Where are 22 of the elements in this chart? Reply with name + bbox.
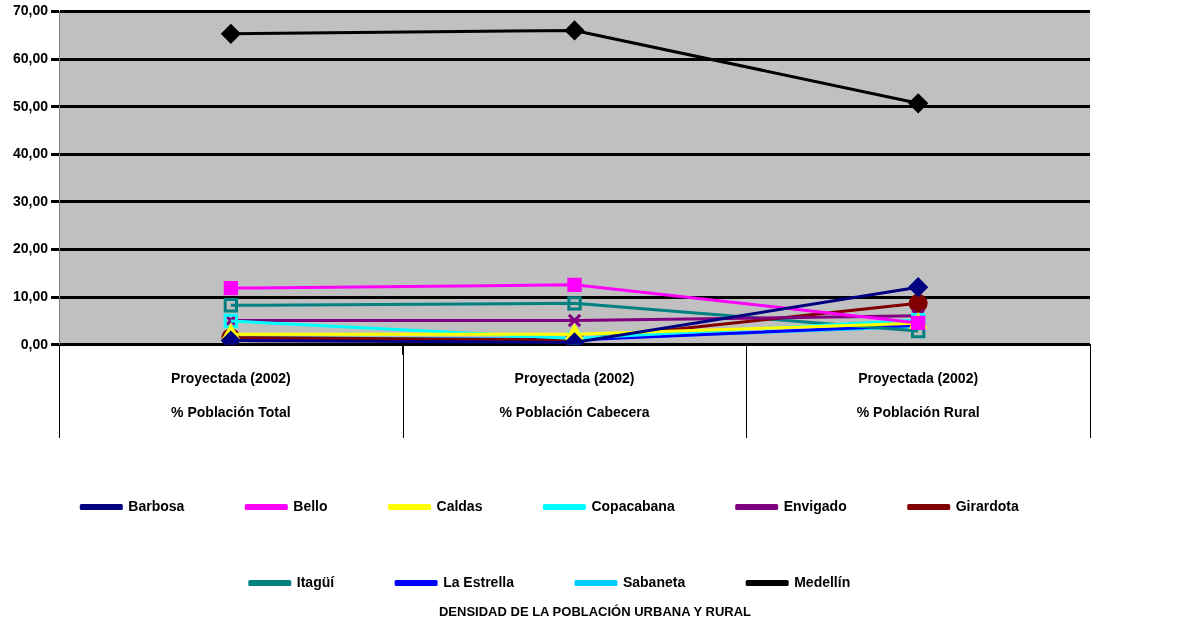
legend-label: Girardota [955,497,1019,514]
category-label: Proyectada (2002) % Población Cabecera [499,370,650,421]
text: DENSIDAD DE LA POBLACIÓN URBANA Y RURAL [438,604,752,619]
legend-label: La Estrella [443,573,515,590]
legend-label: Caldas [436,497,483,514]
y-tick-label: 60,00 [12,49,49,66]
legend-label: Bello [293,497,328,514]
y-tick-label: 20,00 [12,240,49,257]
legend-label: Sabaneta [622,573,686,590]
y-tick-label: 40,00 [12,145,49,162]
y-tick-label: 0,00 [20,335,49,352]
legend-label: Envigado [783,497,847,514]
legend-label: Itagüí [296,573,336,590]
legend-label: Medellín [794,573,851,590]
y-tick-label: 10,00 [12,288,49,305]
category-label: Proyectada (2002) % Población Rural [856,370,980,421]
y-tick-label: 30,00 [12,192,49,209]
legend-label: Copacabana [591,497,675,514]
category-label: Proyectada (2002) % Población Total [170,370,291,421]
y-tick-label: 70,00 [12,2,49,19]
legend-label: Barbosa [128,497,185,514]
y-tick-label: 50,00 [12,97,49,114]
